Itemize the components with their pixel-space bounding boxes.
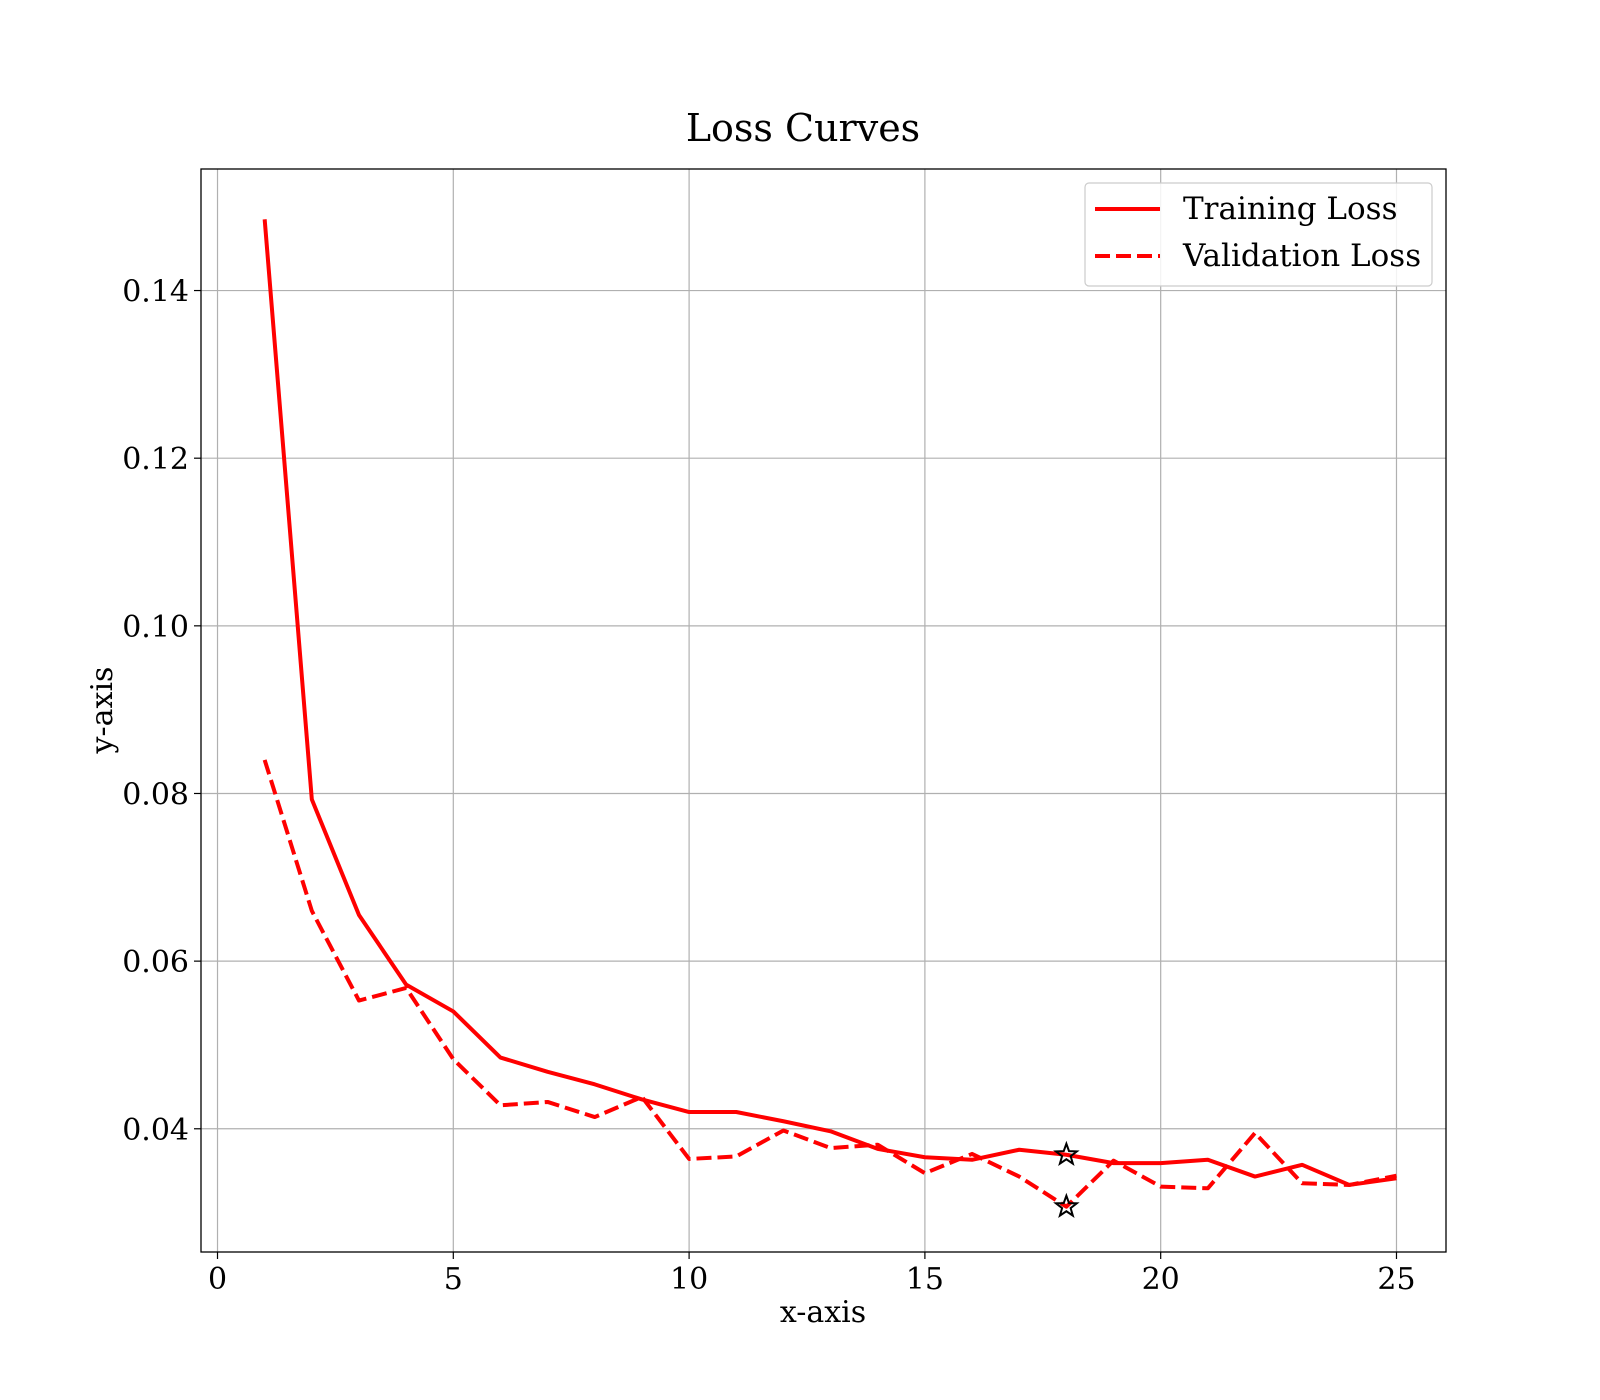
x-axis-label: x-axis (780, 1295, 866, 1330)
grid-lines (201, 169, 1446, 1252)
y-tick-label: 0.12 (122, 442, 189, 477)
y-tick-label: 0.10 (122, 610, 189, 645)
x-tick-label: 15 (906, 1262, 944, 1297)
x-tick-label: 25 (1377, 1262, 1415, 1297)
best-epoch-markers (1053, 1140, 1080, 1219)
legend-label-validation-loss: Validation Loss (1182, 238, 1421, 274)
legend-box (1084, 182, 1433, 287)
y-tick-label: 0.04 (122, 1113, 189, 1148)
x-tick-label: 5 (444, 1262, 463, 1297)
series-line-training-loss (262, 219, 1397, 1187)
legend-label-training-loss: Training Loss (1183, 191, 1398, 227)
x-tick-label: 10 (670, 1262, 708, 1297)
star-marker-icon (1053, 1140, 1080, 1167)
chart-title: Loss Curves (686, 106, 920, 150)
x-tick-label: 20 (1142, 1262, 1180, 1297)
y-tick-label: 0.14 (122, 275, 189, 310)
y-tick-label: 0.08 (122, 777, 189, 812)
axis-ticks: 0 5 10 15 20 25 0.04 0.06 0.08 0.10 0.12 0.14 (122, 275, 1415, 1297)
plot-frame (200, 168, 1447, 1253)
legend: Training Loss Validation Loss (1084, 182, 1433, 287)
x-tick-label: 0 (208, 1262, 227, 1297)
y-axis-label: y-axis (85, 667, 120, 755)
y-tick-label: 0.06 (122, 945, 189, 980)
series-line-validation-loss (262, 759, 1397, 1209)
series-lines (262, 219, 1397, 1209)
star-marker-icon (1053, 1192, 1080, 1219)
